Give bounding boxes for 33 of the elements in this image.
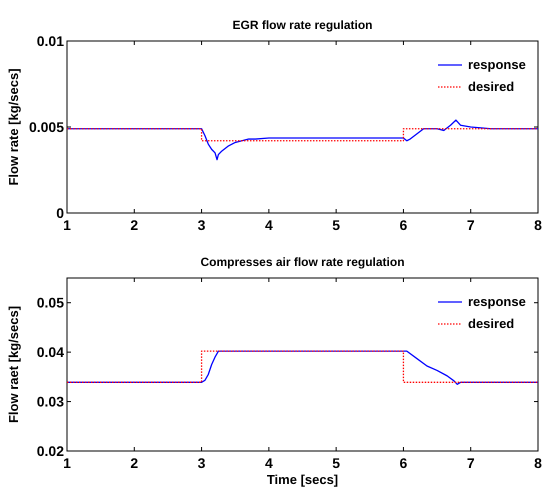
x-tick-label: 4 bbox=[264, 455, 273, 471]
y-axis-title: Flow rate [kg/secs] bbox=[6, 68, 21, 186]
y-axis-title: Flow raet [kg/secs] bbox=[6, 306, 21, 424]
chart-title: Compresses air flow rate regulation bbox=[200, 255, 405, 269]
x-tick-label: 8 bbox=[534, 217, 542, 233]
y-tick-label: 0.02 bbox=[36, 443, 64, 459]
x-tick-label: 2 bbox=[130, 217, 138, 233]
x-tick-label: 1 bbox=[63, 455, 72, 471]
x-tick-label: 2 bbox=[130, 455, 138, 471]
legend-label: response bbox=[468, 294, 526, 309]
x-tick-label: 6 bbox=[400, 455, 408, 471]
x-axis-title: Time [secs] bbox=[266, 472, 338, 487]
y-tick-label: 0 bbox=[56, 205, 64, 221]
x-tick-label: 5 bbox=[332, 455, 340, 471]
x-tick-label: 8 bbox=[534, 455, 542, 471]
x-tick-label: 3 bbox=[198, 217, 206, 233]
x-tick-label: 6 bbox=[400, 217, 408, 233]
x-tick-label: 3 bbox=[198, 455, 206, 471]
x-tick-label: 7 bbox=[466, 217, 475, 233]
y-tick-label: 0.04 bbox=[36, 344, 64, 360]
x-tick-label: 4 bbox=[264, 217, 273, 233]
line-series bbox=[66, 119, 539, 160]
legend-label: desired bbox=[468, 316, 514, 331]
x-tick-label: 7 bbox=[466, 455, 475, 471]
y-tick-label: 0.03 bbox=[36, 394, 64, 410]
legend-label: response bbox=[468, 57, 526, 72]
x-tick-label: 5 bbox=[332, 217, 340, 233]
y-tick-label: 0.01 bbox=[36, 33, 64, 49]
legend-label: desired bbox=[468, 79, 514, 94]
y-tick-label: 0.05 bbox=[36, 294, 64, 311]
y-tick-label: 0.005 bbox=[28, 119, 64, 135]
chart-title: EGR flow rate regulation bbox=[232, 18, 373, 32]
x-tick-label: 1 bbox=[63, 217, 72, 233]
